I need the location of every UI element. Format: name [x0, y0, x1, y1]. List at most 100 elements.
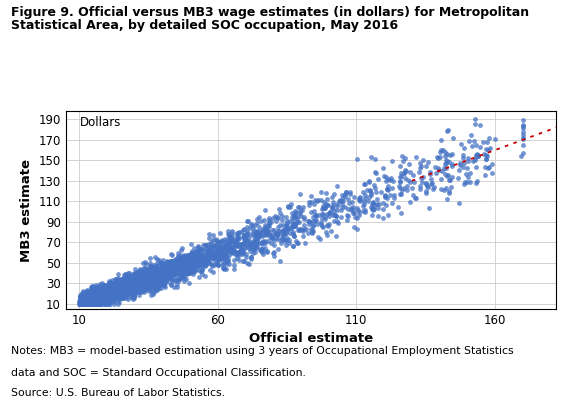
Point [244, 237, 253, 244]
Point [238, 234, 247, 241]
Point [188, 257, 197, 264]
Point [80, 300, 89, 307]
Point [94, 297, 103, 304]
Point [145, 270, 154, 277]
Point [107, 290, 116, 297]
Point [111, 288, 120, 295]
Point [212, 251, 221, 258]
Point [239, 245, 249, 252]
Point [130, 293, 139, 299]
Point [101, 295, 111, 302]
Point [86, 295, 95, 302]
Point [324, 213, 333, 220]
Point [135, 285, 144, 292]
Point [441, 171, 450, 178]
Point [397, 170, 406, 176]
Point [223, 244, 233, 251]
Point [396, 191, 405, 197]
Point [164, 273, 173, 280]
Point [141, 267, 150, 274]
Point [76, 300, 85, 307]
Point [88, 288, 97, 295]
Point [141, 284, 150, 291]
Point [188, 250, 197, 257]
Point [88, 300, 97, 307]
Point [217, 250, 226, 257]
Point [95, 289, 104, 296]
Point [103, 294, 112, 301]
Point [84, 297, 93, 303]
Point [92, 294, 101, 300]
Point [75, 298, 84, 304]
Point [178, 254, 187, 261]
Point [352, 226, 361, 232]
Point [92, 300, 101, 307]
Point [115, 286, 124, 293]
Point [135, 278, 144, 285]
Point [120, 288, 129, 295]
Point [115, 285, 124, 291]
Point [76, 299, 85, 306]
Point [243, 237, 253, 244]
Point [103, 290, 112, 297]
Point [222, 242, 231, 249]
Point [86, 300, 95, 307]
Point [78, 300, 87, 307]
Point [117, 287, 126, 294]
Point [116, 285, 125, 292]
Point [260, 228, 270, 235]
Point [124, 275, 133, 282]
Point [133, 273, 142, 280]
Point [188, 264, 197, 270]
Point [120, 290, 129, 297]
Point [109, 291, 118, 298]
Point [244, 240, 253, 247]
Point [298, 207, 307, 213]
Point [337, 192, 346, 198]
Point [242, 223, 251, 230]
Point [113, 281, 122, 287]
Point [299, 233, 308, 240]
Point [100, 291, 109, 297]
Point [222, 237, 231, 244]
Point [106, 286, 115, 293]
Point [316, 220, 325, 227]
Point [97, 290, 106, 297]
Point [89, 297, 98, 304]
Point [79, 298, 88, 305]
Point [75, 300, 84, 307]
Point [194, 250, 203, 257]
Point [76, 300, 85, 307]
Point [172, 257, 181, 263]
Point [365, 186, 374, 193]
Point [403, 186, 412, 193]
Point [308, 222, 317, 229]
Point [190, 264, 199, 271]
Point [76, 300, 86, 307]
Point [445, 188, 454, 194]
Point [79, 295, 88, 302]
Point [295, 191, 304, 198]
Point [178, 264, 187, 271]
Point [321, 189, 331, 196]
Point [139, 270, 148, 277]
Point [80, 300, 89, 307]
Point [251, 238, 260, 244]
Point [112, 288, 121, 294]
Point [222, 255, 231, 261]
Point [136, 276, 145, 282]
Point [116, 284, 125, 290]
Point [116, 281, 125, 288]
Point [82, 300, 91, 307]
Point [475, 122, 484, 129]
Point [78, 298, 87, 304]
Point [102, 281, 111, 288]
Point [309, 200, 318, 207]
Point [130, 293, 139, 299]
Point [320, 205, 329, 211]
Point [210, 253, 219, 260]
Point [189, 258, 198, 265]
Point [81, 299, 90, 306]
Point [137, 271, 146, 278]
Point [237, 247, 246, 254]
